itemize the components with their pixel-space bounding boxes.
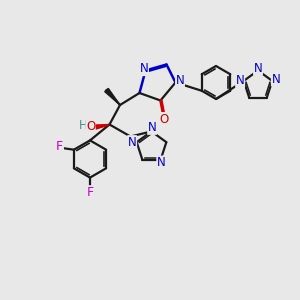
Text: O: O — [160, 112, 169, 126]
Polygon shape — [93, 124, 110, 130]
Polygon shape — [105, 88, 120, 105]
Text: N: N — [148, 121, 157, 134]
Text: N: N — [157, 156, 166, 169]
Text: O: O — [86, 120, 95, 134]
Text: F: F — [86, 186, 94, 199]
Text: N: N — [128, 136, 136, 149]
Text: N: N — [140, 62, 148, 76]
Text: N: N — [236, 74, 244, 87]
Text: N: N — [272, 73, 280, 86]
Text: N: N — [176, 74, 184, 88]
Text: H: H — [79, 118, 88, 132]
Text: F: F — [56, 140, 63, 154]
Text: N: N — [254, 61, 262, 75]
